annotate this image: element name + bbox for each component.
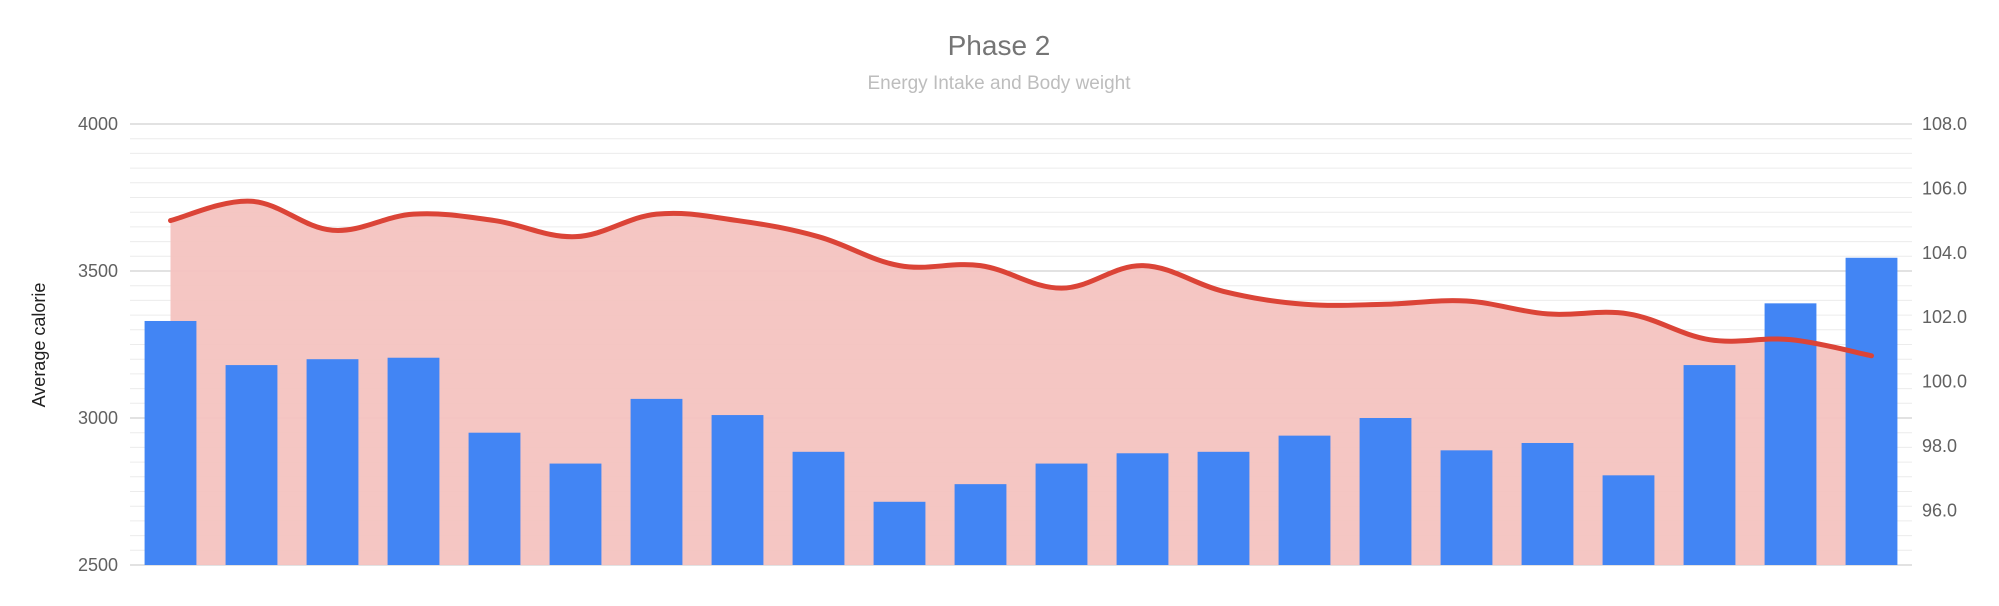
calorie-bar (630, 398, 683, 565)
calorie-bars (144, 257, 1898, 565)
calorie-bar (225, 365, 278, 565)
left-tick-label: 4000 (78, 114, 118, 134)
weight-line-path (168, 198, 1874, 359)
calorie-bar (387, 357, 440, 565)
calorie-bar (1764, 303, 1817, 565)
right-tick-label: 104.0 (1922, 243, 1967, 263)
calorie-bar (1116, 453, 1169, 565)
calorie-bar (1197, 451, 1250, 565)
left-tick-label: 3000 (78, 408, 118, 428)
calorie-bar (792, 451, 845, 565)
calorie-bar (1602, 475, 1655, 565)
chart-subtitle: Energy Intake and Body weight (867, 73, 1131, 94)
left-tick-label: 3500 (78, 261, 118, 281)
calorie-bar (549, 463, 602, 565)
weight-line (168, 198, 1874, 359)
right-tick-label: 108.0 (1922, 114, 1967, 134)
calorie-bar (144, 320, 197, 565)
right-axis-ticks: 108.0 106.0 104.0 102.0 100.0 98.0 96.0 (1922, 114, 1967, 520)
calorie-bar (1440, 450, 1493, 565)
calorie-bar (306, 359, 359, 565)
calorie-bar (1521, 442, 1574, 565)
calorie-bar (1683, 365, 1736, 565)
right-tick-label: 102.0 (1922, 307, 1967, 327)
right-tick-label: 100.0 (1922, 372, 1967, 392)
calorie-bar (711, 415, 764, 565)
right-tick-label: 96.0 (1922, 500, 1957, 520)
left-axis-ticks: 4000 3500 3000 2500 (78, 114, 118, 575)
calorie-bar (1278, 435, 1331, 565)
chart-title: Phase 2 (948, 30, 1051, 61)
left-tick-label: 2500 (78, 555, 118, 575)
y-axis-title: Average calorie (29, 283, 49, 408)
calorie-bar (954, 484, 1007, 565)
right-tick-label: 98.0 (1922, 436, 1957, 456)
calorie-bar (1359, 418, 1412, 565)
right-tick-label: 106.0 (1922, 178, 1967, 198)
calorie-bar (1035, 463, 1088, 565)
calorie-bar (873, 501, 926, 565)
calorie-bar (1845, 257, 1898, 565)
calorie-bar (468, 432, 521, 565)
